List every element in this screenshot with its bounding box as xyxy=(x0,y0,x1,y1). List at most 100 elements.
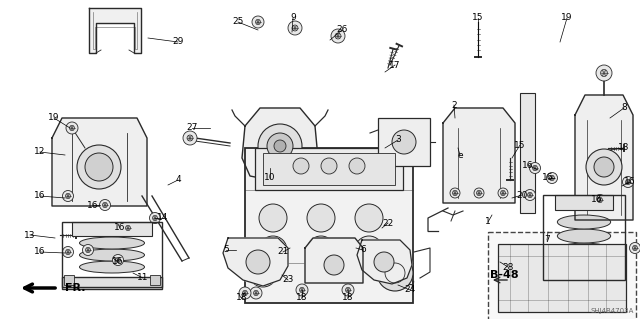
Circle shape xyxy=(300,287,305,293)
Circle shape xyxy=(246,250,270,274)
Circle shape xyxy=(125,226,131,231)
Polygon shape xyxy=(242,108,318,180)
Text: 20: 20 xyxy=(516,190,528,199)
Text: 16: 16 xyxy=(112,257,124,266)
Circle shape xyxy=(249,259,277,287)
Circle shape xyxy=(259,236,287,264)
Text: e: e xyxy=(457,151,463,160)
Circle shape xyxy=(600,70,607,77)
Circle shape xyxy=(346,287,351,293)
Text: 22: 22 xyxy=(382,219,394,227)
Text: 24: 24 xyxy=(404,286,415,294)
Circle shape xyxy=(259,204,287,232)
Circle shape xyxy=(83,244,93,256)
Polygon shape xyxy=(52,118,147,206)
Text: 16: 16 xyxy=(624,177,636,187)
Text: 13: 13 xyxy=(24,231,36,240)
Circle shape xyxy=(187,135,193,141)
Text: 11: 11 xyxy=(137,273,148,283)
Circle shape xyxy=(477,190,481,196)
Text: 7: 7 xyxy=(544,235,550,244)
Bar xyxy=(62,277,162,289)
Circle shape xyxy=(623,176,634,188)
Circle shape xyxy=(598,197,602,203)
Bar xyxy=(255,148,403,190)
Text: 12: 12 xyxy=(35,147,45,157)
Ellipse shape xyxy=(79,237,145,249)
Ellipse shape xyxy=(79,249,145,261)
Text: 6: 6 xyxy=(360,246,366,255)
Circle shape xyxy=(99,199,111,211)
Circle shape xyxy=(239,287,251,299)
Text: 26: 26 xyxy=(336,26,348,34)
Circle shape xyxy=(474,188,484,198)
Bar xyxy=(64,275,74,285)
Circle shape xyxy=(102,203,108,207)
Bar xyxy=(520,93,535,213)
Circle shape xyxy=(307,204,335,232)
Circle shape xyxy=(596,65,612,81)
Text: 16: 16 xyxy=(35,191,45,201)
Polygon shape xyxy=(443,108,515,203)
Text: 23: 23 xyxy=(282,276,294,285)
Circle shape xyxy=(255,19,260,25)
Text: 19: 19 xyxy=(48,114,60,122)
Ellipse shape xyxy=(557,243,611,257)
Text: 14: 14 xyxy=(157,213,169,222)
Circle shape xyxy=(525,189,536,201)
Text: 4: 4 xyxy=(175,175,181,184)
Circle shape xyxy=(632,246,637,250)
Polygon shape xyxy=(305,238,363,283)
Bar xyxy=(488,232,636,319)
Circle shape xyxy=(293,158,309,174)
Circle shape xyxy=(594,157,614,177)
Circle shape xyxy=(324,255,344,275)
Circle shape xyxy=(335,33,341,39)
Text: 15: 15 xyxy=(515,140,525,150)
Circle shape xyxy=(547,173,557,183)
Circle shape xyxy=(292,25,298,31)
Circle shape xyxy=(392,130,416,154)
Text: 18: 18 xyxy=(236,293,248,302)
Bar xyxy=(263,153,395,185)
Text: 16: 16 xyxy=(522,160,534,169)
Circle shape xyxy=(586,149,622,185)
Polygon shape xyxy=(357,240,412,284)
Circle shape xyxy=(85,153,113,181)
Circle shape xyxy=(122,222,134,234)
Text: 3: 3 xyxy=(395,136,401,145)
Ellipse shape xyxy=(557,215,611,229)
Circle shape xyxy=(113,255,124,265)
Circle shape xyxy=(253,291,259,295)
Bar xyxy=(555,195,613,210)
Ellipse shape xyxy=(557,229,611,243)
Text: 16: 16 xyxy=(115,224,125,233)
Text: 17: 17 xyxy=(389,61,401,70)
Circle shape xyxy=(70,125,74,130)
Ellipse shape xyxy=(79,261,145,273)
Circle shape xyxy=(63,247,74,257)
Circle shape xyxy=(550,175,554,181)
Circle shape xyxy=(527,192,532,197)
Circle shape xyxy=(377,255,413,291)
Circle shape xyxy=(630,242,640,254)
Text: 27: 27 xyxy=(186,123,198,132)
Circle shape xyxy=(274,140,286,152)
Circle shape xyxy=(498,188,508,198)
Polygon shape xyxy=(575,95,633,220)
Text: 10: 10 xyxy=(264,174,276,182)
Bar xyxy=(378,118,430,166)
Text: B-48: B-48 xyxy=(490,270,518,280)
Text: 9: 9 xyxy=(290,13,296,23)
Circle shape xyxy=(321,158,337,174)
Text: 29: 29 xyxy=(172,38,184,47)
Circle shape xyxy=(532,166,538,170)
Circle shape xyxy=(63,190,74,202)
Circle shape xyxy=(342,284,354,296)
Text: 19: 19 xyxy=(561,13,573,23)
Text: 16: 16 xyxy=(542,174,554,182)
Circle shape xyxy=(66,122,78,134)
Circle shape xyxy=(250,287,262,299)
Text: 8: 8 xyxy=(621,103,627,113)
Circle shape xyxy=(355,204,383,232)
